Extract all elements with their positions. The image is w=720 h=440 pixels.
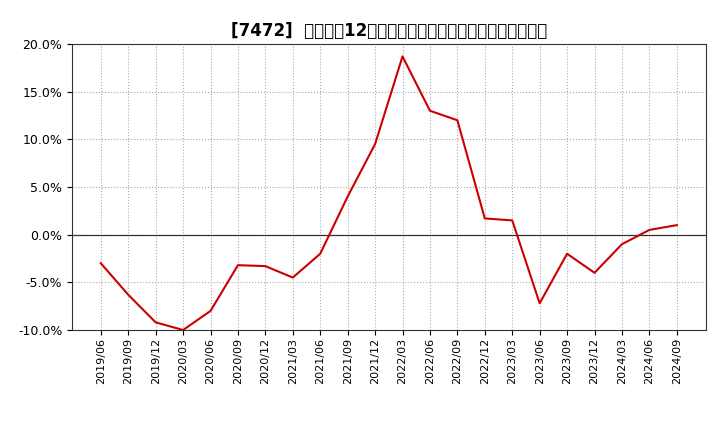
Title: [7472]  売上高の12か月移動合計の対前年同期増減率の推移: [7472] 売上高の12か月移動合計の対前年同期増減率の推移 bbox=[230, 22, 547, 40]
